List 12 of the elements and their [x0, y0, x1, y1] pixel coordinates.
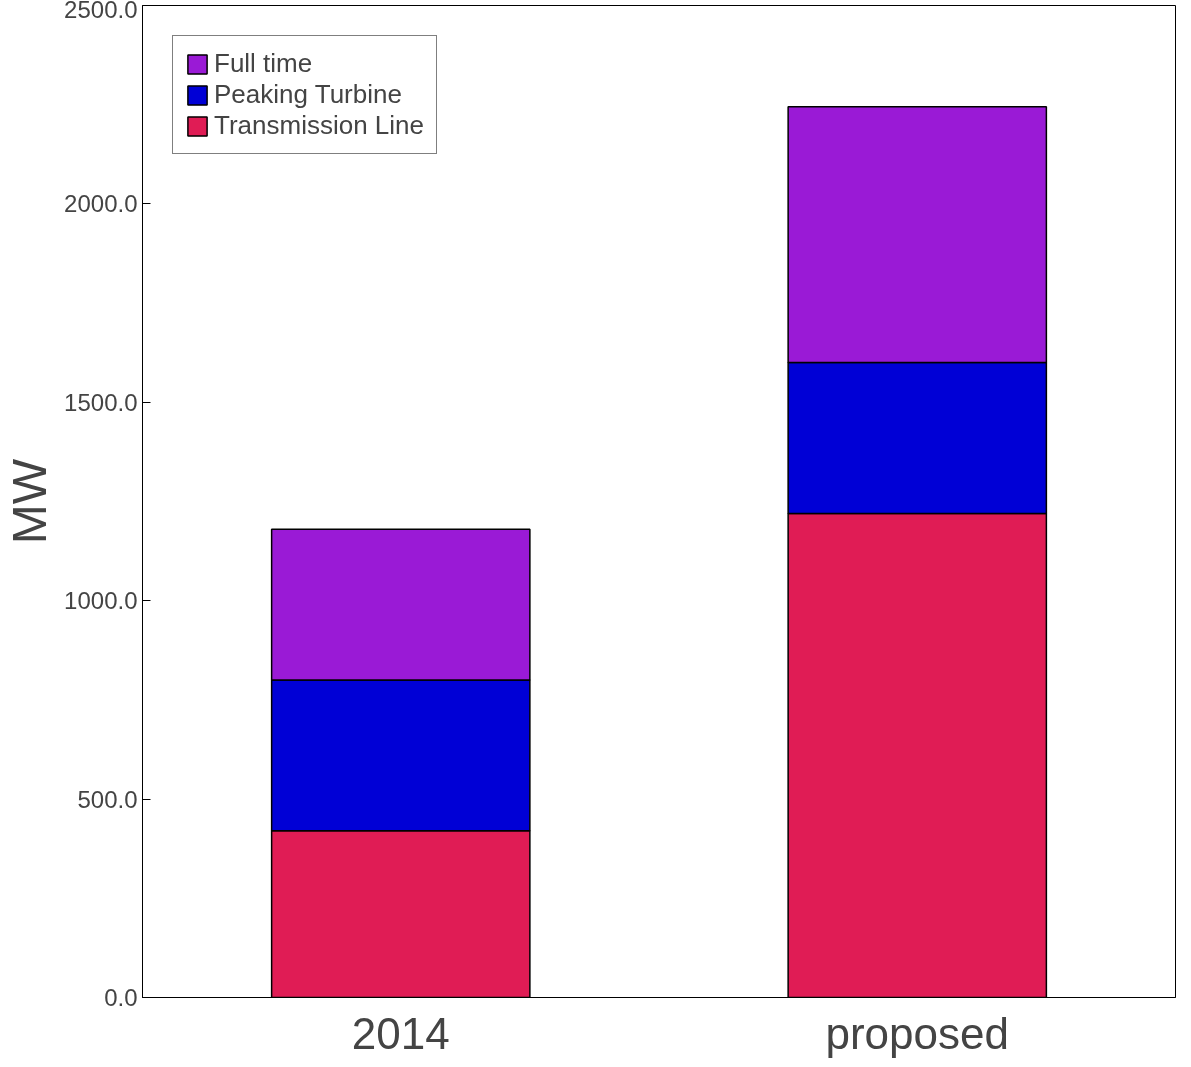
- y-tick-label: 2500.0: [64, 0, 138, 23]
- y-tick-label: 1000.0: [64, 587, 138, 615]
- y-tick-label: 0.0: [104, 984, 138, 1011]
- legend-label: Peaking Turbine: [214, 79, 402, 110]
- y-tick-label: 500.0: [77, 785, 138, 813]
- y-tick-label: 1500.0: [64, 388, 138, 416]
- x-tick-label: proposed: [825, 1008, 1009, 1058]
- legend-label: Full time: [214, 48, 313, 79]
- x-tick-label: 2014: [351, 1008, 450, 1058]
- y-axis-title: MW: [3, 458, 57, 545]
- y-tick-label: 2000.0: [64, 190, 138, 218]
- legend-label: Transmission Line: [214, 110, 425, 141]
